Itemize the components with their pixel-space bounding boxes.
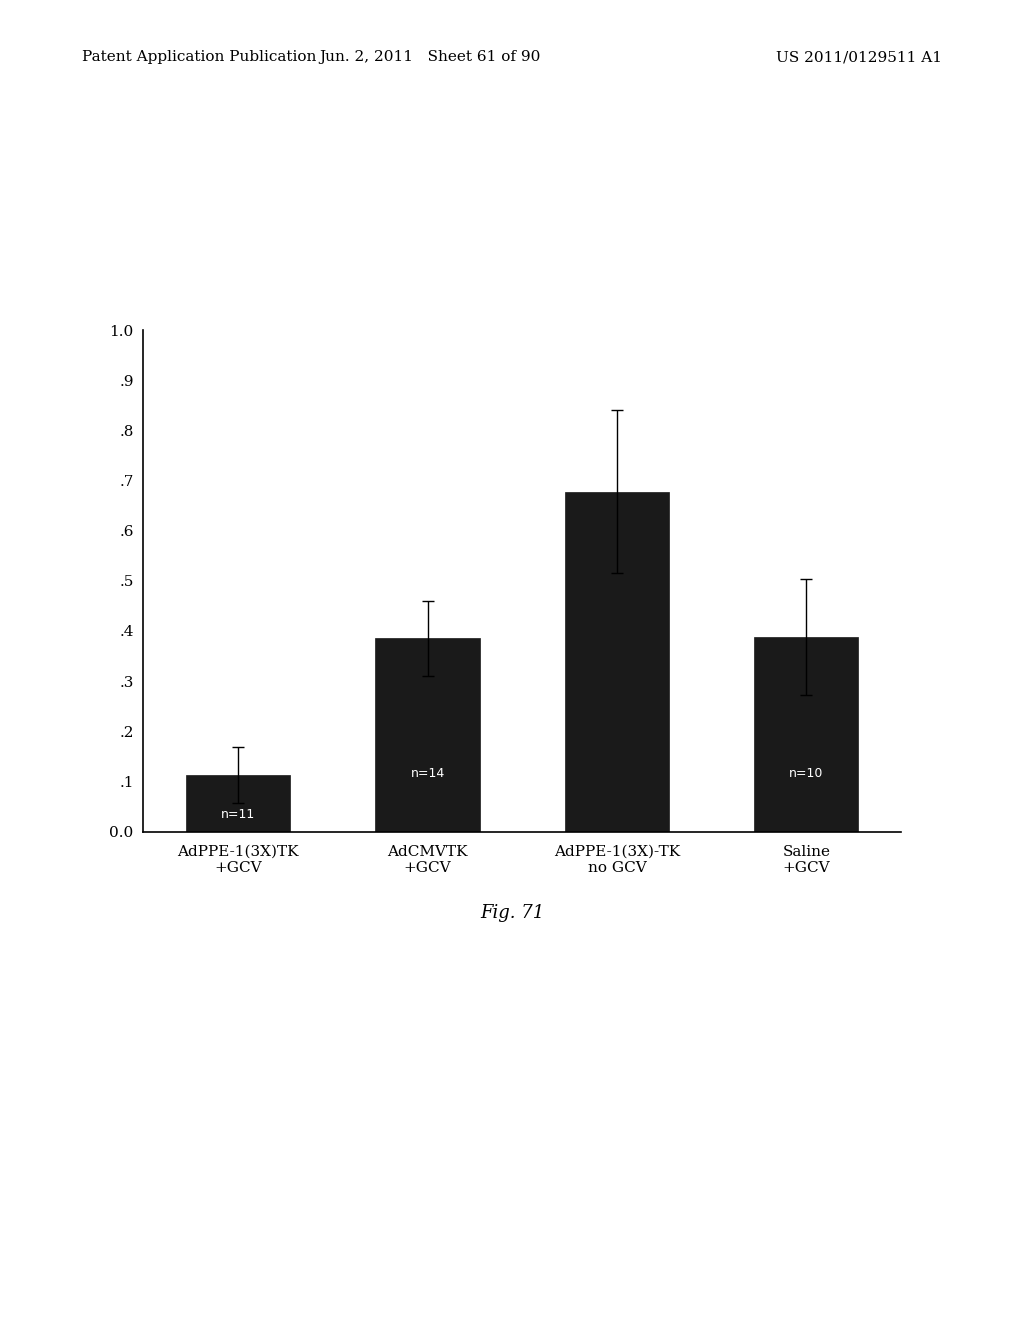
Text: n=14: n=14 [411,767,444,780]
Text: US 2011/0129511 A1: US 2011/0129511 A1 [776,50,942,65]
Text: Patent Application Publication: Patent Application Publication [82,50,316,65]
Text: n=10: n=10 [790,767,823,780]
Text: n=11: n=11 [221,808,255,821]
Bar [755,638,858,832]
Text: Jun. 2, 2011   Sheet 61 of 90: Jun. 2, 2011 Sheet 61 of 90 [319,50,541,65]
Bar [376,639,479,832]
Bar [186,775,290,832]
Text: Fig. 71: Fig. 71 [480,904,544,923]
Bar [565,491,669,832]
